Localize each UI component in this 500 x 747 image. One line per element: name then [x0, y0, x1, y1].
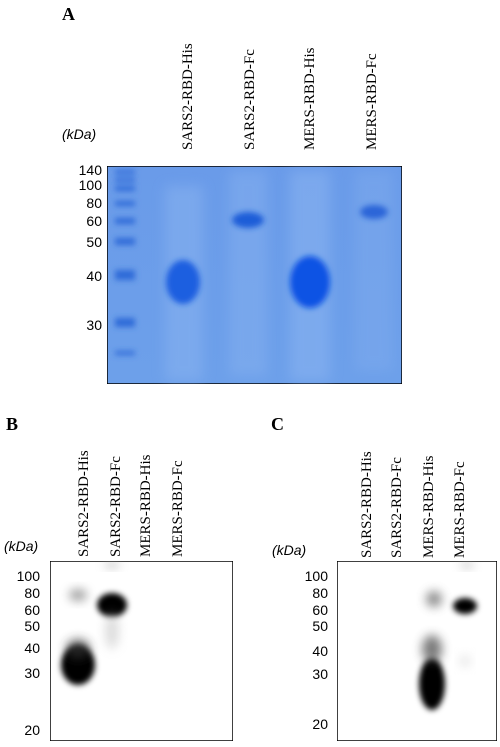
- panel-b-unit-label: (kDa): [4, 538, 39, 554]
- panel-b-tick-80: 80: [24, 585, 40, 601]
- panel-c-tick-50: 50: [312, 618, 328, 634]
- panel-a-lane-label-4: MERS-RBD-Fc: [364, 53, 380, 150]
- panel-c-tick-80: 80: [312, 585, 328, 601]
- panel-b-tick-30: 30: [24, 665, 40, 681]
- panel-b-lane-label-1: SARS2-RBD-His: [76, 450, 92, 557]
- panel-a-tick-30: 30: [86, 317, 102, 333]
- panel-b-tick-60: 60: [24, 602, 40, 618]
- panel-c-lane-label-2: SARS2-RBD-Fc: [389, 457, 405, 558]
- panel-b-tick-50: 50: [24, 618, 40, 634]
- panel-b-letter: B: [6, 414, 19, 434]
- panel-a-lane-label-1: SARS2-RBD-His: [180, 43, 196, 150]
- panel-b-tick-20: 20: [24, 722, 40, 738]
- panel-b-tick-100: 100: [16, 568, 40, 584]
- panel-a-tick-50: 50: [86, 234, 102, 250]
- panel-c-unit-label: (kDa): [272, 542, 307, 558]
- panel-a-lane-label-2: SARS2-RBD-Fc: [242, 49, 258, 150]
- panel-a-lane-label-3: MERS-RBD-His: [302, 47, 318, 150]
- panel-c-lane-label-1: SARS2-RBD-His: [359, 451, 375, 558]
- panel-a-tick-60: 60: [86, 213, 102, 229]
- panel-c-tick-60: 60: [312, 602, 328, 618]
- panel-a-gel-image: [107, 166, 402, 384]
- panel-c-blot-image: [337, 561, 497, 741]
- panel-b-lane-label-2: SARS2-RBD-Fc: [108, 456, 124, 557]
- panel-c-lane-label-4: MERS-RBD-Fc: [452, 461, 468, 558]
- panel-a-letter: A: [62, 4, 75, 24]
- panel-b-lane-label-3: MERS-RBD-His: [138, 454, 154, 557]
- panel-a-unit-label: (kDa): [62, 126, 97, 142]
- panel-a-ladder-bands: [115, 170, 135, 355]
- panel-c-tick-100: 100: [304, 568, 328, 584]
- panel-a-tick-100: 100: [78, 177, 102, 193]
- panel-b-blot-image: [50, 561, 233, 741]
- panel-c-tick-30: 30: [312, 666, 328, 682]
- panel-c-tick-40: 40: [312, 643, 328, 659]
- panel-c-lane-label-3: MERS-RBD-His: [421, 455, 437, 558]
- panel-b-tick-40: 40: [24, 640, 40, 656]
- panel-a-tick-80: 80: [86, 195, 102, 211]
- panel-c-letter: C: [271, 414, 284, 434]
- panel-a-tick-40: 40: [86, 268, 102, 284]
- panel-c-tick-20: 20: [312, 716, 328, 732]
- panel-a-tick-140: 140: [78, 162, 102, 178]
- panel-b-lane-label-4: MERS-RBD-Fc: [170, 460, 186, 557]
